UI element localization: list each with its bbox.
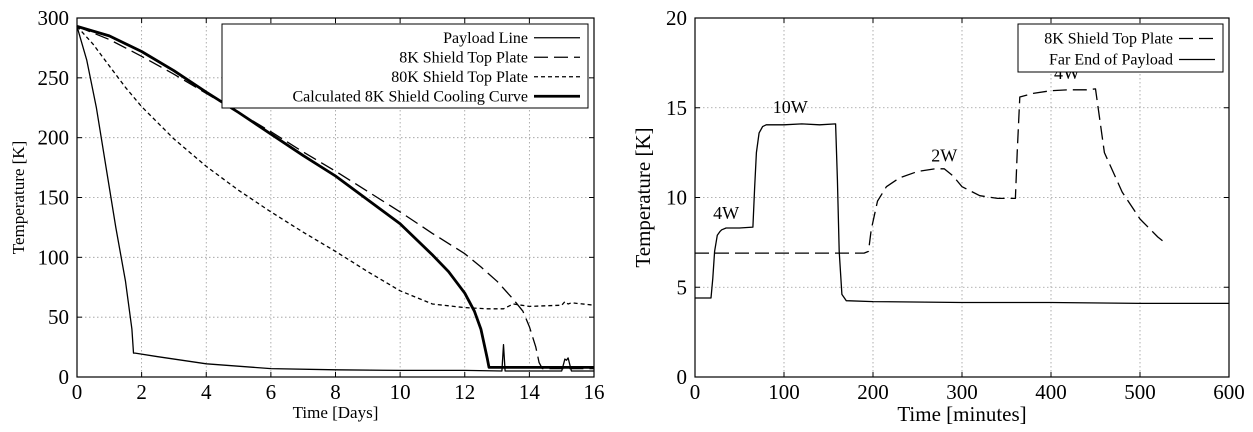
series-8k-shield-top-plate <box>76 25 594 370</box>
y-tick-label: 50 <box>48 305 69 329</box>
x-tick-label: 200 <box>857 380 889 404</box>
x-tick-label: 100 <box>768 380 800 404</box>
x-tick-label: 2 <box>136 380 147 404</box>
left-chart: 0 2 4 6 8 10 12 14 16 0 50 100 150 200 250 300 Time [Da… <box>9 6 605 422</box>
legend-entry-8k-shield-top-plate: 8K Shield Top Plate <box>399 49 528 66</box>
x-tick-label: 12 <box>454 380 475 404</box>
x-tick-label: 4 <box>201 380 212 404</box>
legend-entry-calculated-cooling-curve: Calculated 8K Shield Cooling Curve <box>292 88 528 105</box>
x-tick-label: 0 <box>72 380 83 404</box>
x-tick-label: 14 <box>519 380 541 404</box>
y-tick-label: 150 <box>38 186 70 210</box>
y-tick-label: 20 <box>666 6 687 30</box>
x-tick-label: 10 <box>390 380 411 404</box>
left-chart-series <box>76 25 595 372</box>
right-chart: 0 100 200 300 400 500 600 0 5 10 15 20 Time [minute… <box>631 6 1245 426</box>
x-tick-label: 0 <box>690 380 701 404</box>
right-chart-ticks: 0 100 200 300 400 500 600 0 5 10 15 20 <box>666 6 1245 404</box>
right-chart-grid <box>695 18 1229 377</box>
left-x-axis-label: Time [Days] <box>293 403 379 422</box>
series-8k-shield-top-plate <box>695 88 1168 254</box>
y-tick-label: 5 <box>677 275 688 299</box>
x-tick-label: 16 <box>584 380 605 404</box>
series-calculated-8k-shield-cooling-curve <box>76 25 594 369</box>
y-tick-label: 0 <box>677 365 688 389</box>
left-chart-ticks: 0 2 4 6 8 10 12 14 16 0 50 100 150 200 250 300 <box>38 6 605 404</box>
annotation-2w: 2W <box>931 146 957 166</box>
x-tick-label: 600 <box>1213 380 1245 404</box>
series-80k-shield-top-plate <box>76 25 595 310</box>
right-chart-legend: 8K Shield Top Plate Far End of Payload <box>1017 23 1224 73</box>
x-tick-label: 300 <box>946 380 978 404</box>
x-tick-label: 8 <box>330 380 341 404</box>
x-tick-label: 6 <box>266 380 277 404</box>
right-legend-box <box>1017 23 1224 73</box>
right-chart-annotations: 4W 10W 2W 4W <box>713 63 1080 223</box>
legend-entry-far-end-of-payload: Far End of Payload <box>1049 52 1173 69</box>
legend-entry-80k-shield-top-plate: 80K Shield Top Plate <box>391 69 528 86</box>
series-payload-line <box>76 26 594 372</box>
y-tick-label: 300 <box>38 6 70 30</box>
right-x-axis-label: Time [minutes] <box>897 402 1026 426</box>
y-tick-label: 250 <box>38 66 70 90</box>
x-tick-label: 500 <box>1124 380 1156 404</box>
y-tick-label: 200 <box>38 126 70 150</box>
right-chart-series <box>695 88 1229 305</box>
legend-entry-payload-line: Payload Line <box>443 30 528 47</box>
annotation-10w: 10W <box>773 97 808 117</box>
annotation-4w-first: 4W <box>713 203 739 223</box>
left-chart-legend: Payload Line 8K Shield Top Plate 80K Shi… <box>221 23 589 109</box>
y-tick-label: 0 <box>59 365 70 389</box>
y-tick-label: 15 <box>666 96 687 120</box>
series-far-end-of-payload <box>695 123 1229 305</box>
legend-entry-8k-shield-top-plate: 8K Shield Top Plate <box>1044 31 1173 48</box>
left-y-axis-label: Temperature [K] <box>9 141 28 255</box>
right-y-axis-label: Temperature [K] <box>631 127 655 267</box>
y-tick-label: 100 <box>38 245 70 269</box>
left-legend-box <box>221 23 589 109</box>
x-tick-label: 400 <box>1035 380 1067 404</box>
y-tick-label: 10 <box>666 186 687 210</box>
